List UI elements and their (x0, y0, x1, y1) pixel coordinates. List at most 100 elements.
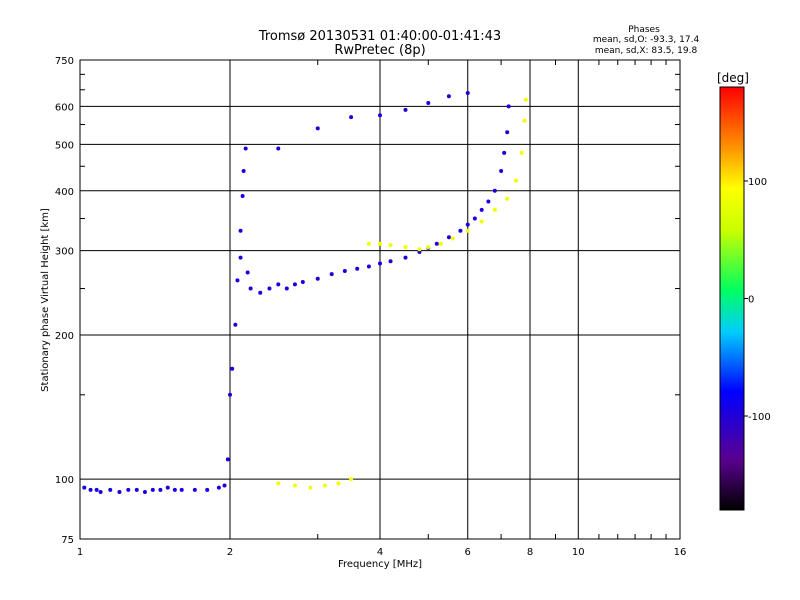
data-point-o (276, 146, 281, 151)
data-point-o (292, 282, 297, 287)
data-point-o (505, 130, 510, 135)
colorbar-tick-label: -100 (748, 412, 771, 423)
data-point-o (150, 487, 155, 492)
data-point-o (458, 228, 463, 233)
data-point-x (349, 477, 354, 482)
data-point-o (225, 457, 230, 462)
data-point-o (235, 278, 240, 283)
data-point-o (98, 490, 103, 495)
data-point-o (142, 490, 147, 495)
data-point-x (276, 481, 281, 486)
y-tick-label: 200 (55, 331, 74, 342)
chart-subtitle: RwPretec (8p) (334, 43, 425, 58)
stats-x-line: mean, sd,X: 83.5, 19.8 (595, 46, 698, 56)
data-point-o (499, 168, 504, 173)
x-axis-ticks: 1 2 4 6 8 10 16 (77, 60, 687, 558)
data-point-o (245, 270, 250, 275)
data-point-o (134, 487, 139, 492)
data-point-x (322, 483, 327, 488)
data-point-o (403, 107, 408, 112)
data-point-o (349, 115, 354, 120)
data-point-o (388, 259, 393, 264)
data-point-x (417, 247, 422, 252)
grid-lines (80, 60, 680, 539)
data-point-o (241, 168, 246, 173)
y-tick-label: 100 (55, 475, 74, 486)
data-point-o (238, 255, 243, 260)
data-point-o (233, 322, 238, 327)
stats-heading: Phases (628, 25, 660, 35)
data-point-o (205, 487, 210, 492)
y-tick-label: 400 (55, 187, 74, 198)
data-point-o (492, 188, 497, 193)
y-tick-label: 300 (55, 247, 74, 258)
data-point-o (284, 286, 289, 291)
data-point-o (378, 113, 382, 118)
data-point-o (472, 216, 477, 221)
data-point-x (522, 118, 527, 123)
y-tick-label: 600 (55, 102, 74, 113)
data-point-o (315, 126, 320, 131)
colorbar (719, 86, 745, 511)
x-tick-label: 4 (377, 547, 383, 558)
y-tick-label: 500 (55, 140, 74, 151)
x-tick-label: 1 (77, 547, 83, 558)
data-point-o (342, 268, 347, 273)
data-point-o (192, 487, 197, 492)
data-point-o (479, 207, 484, 212)
data-point-o (378, 261, 382, 266)
data-point-o (426, 100, 431, 105)
data-point-o (179, 487, 184, 492)
data-point-o (230, 366, 235, 371)
x-tick-label: 6 (465, 547, 471, 558)
data-point-o (82, 485, 87, 490)
data-point-o (243, 146, 248, 151)
y-tick-label: 750 (55, 56, 74, 67)
stats-o-line: mean, sd,O: -93.3, 17.4 (593, 35, 700, 45)
data-point-o (126, 487, 131, 492)
data-point-x (492, 207, 497, 212)
colorbar-label: [deg] (717, 71, 749, 85)
data-point-o (238, 228, 243, 233)
data-point-o (158, 487, 163, 492)
data-points (82, 90, 528, 495)
data-point-x (514, 178, 519, 183)
data-point-o (222, 483, 227, 488)
y-tick-label: 75 (61, 535, 74, 546)
data-point-o (108, 487, 113, 492)
data-point-x (438, 241, 443, 246)
data-point-x (378, 241, 382, 246)
x-tick-label: 16 (674, 547, 687, 558)
data-point-o (88, 487, 93, 492)
data-point-x (479, 219, 484, 224)
data-point-o (228, 392, 232, 397)
y-axis-ticks: 75 100 200 300 400 500 600 750 (55, 56, 680, 546)
data-point-o (434, 241, 439, 246)
data-point-o (94, 487, 99, 492)
data-point-o (165, 485, 170, 490)
data-point-o (465, 90, 470, 95)
x-tick-label: 2 (227, 547, 233, 558)
data-point-o (417, 250, 422, 255)
data-point-x (366, 241, 371, 246)
data-point-x (388, 243, 393, 248)
x-tick-label: 10 (572, 547, 585, 558)
data-point-x (505, 196, 510, 201)
data-point-x (292, 483, 297, 488)
data-point-x (523, 97, 528, 102)
data-point-x (403, 245, 408, 250)
data-point-o (403, 255, 408, 260)
data-point-o (329, 272, 334, 277)
data-point-x (450, 236, 455, 241)
data-point-o (300, 279, 305, 284)
data-point-o (258, 290, 263, 295)
data-point-o (446, 235, 451, 240)
data-point-o (216, 485, 221, 490)
data-point-o (446, 94, 451, 99)
data-point-o (276, 282, 281, 287)
data-point-o (117, 490, 122, 495)
data-point-o (240, 194, 245, 199)
data-point-o (355, 266, 360, 271)
data-point-o (486, 199, 491, 204)
